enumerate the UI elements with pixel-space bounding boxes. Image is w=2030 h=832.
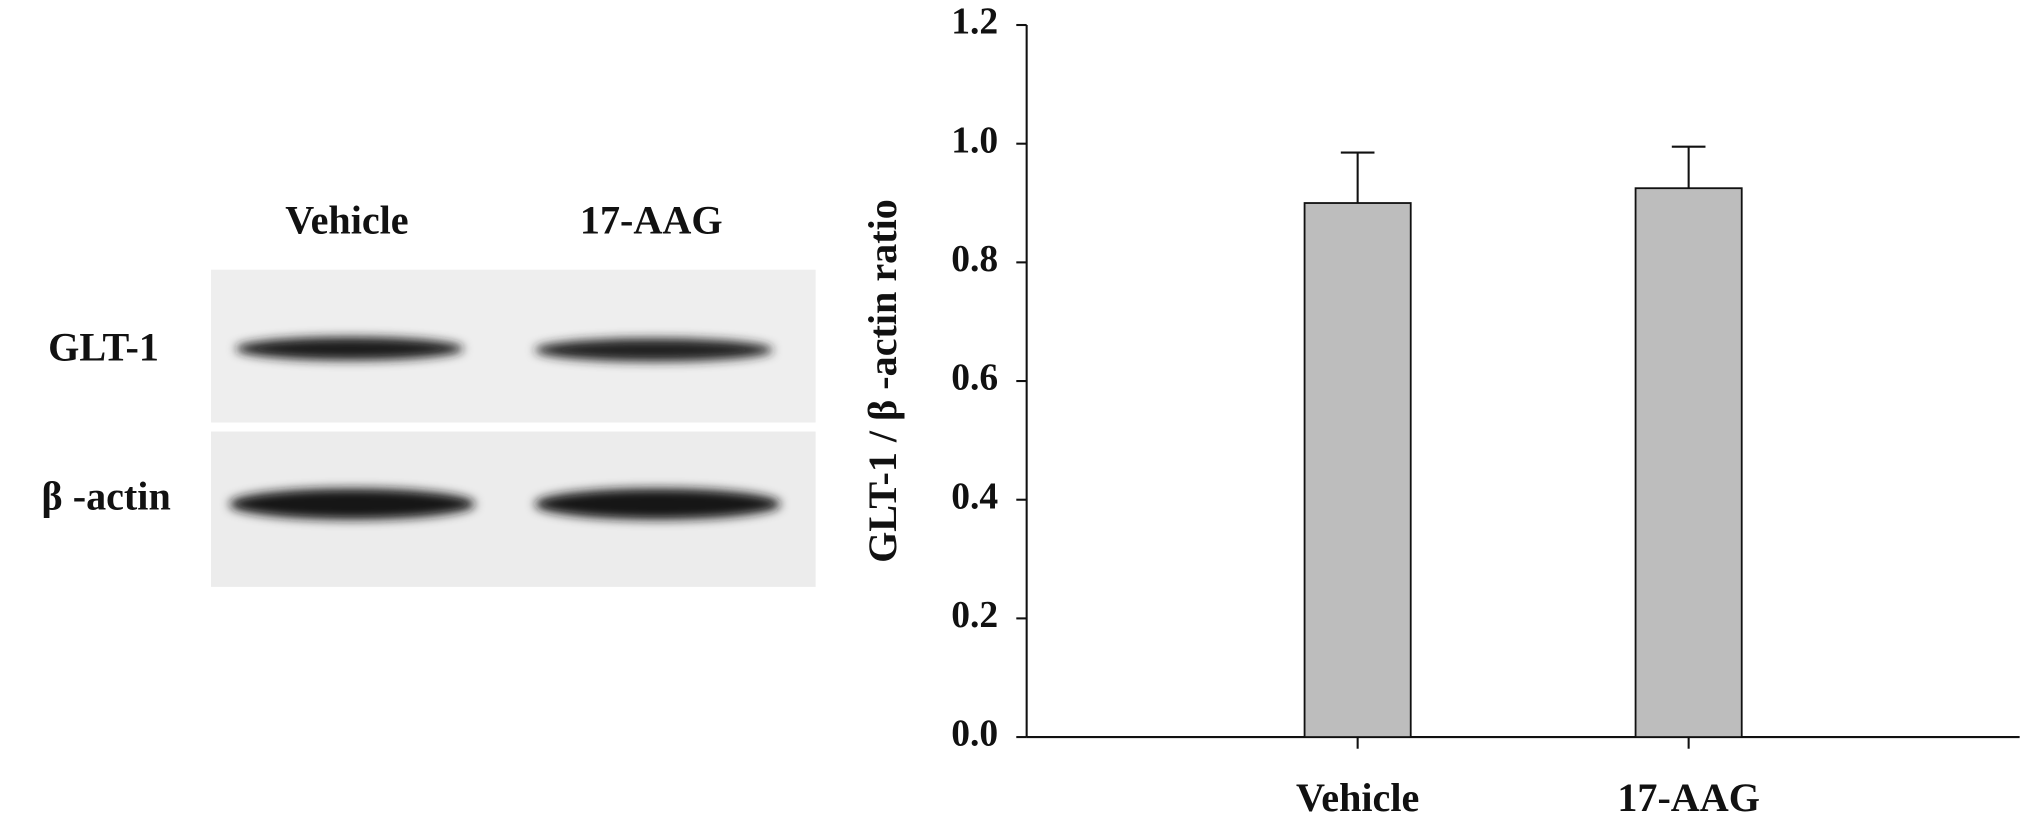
x-tick-label: Vehicle — [1296, 775, 1419, 820]
y-tick-label: 0.0 — [951, 714, 998, 755]
blot-band — [235, 337, 464, 361]
lane-label: 17-AAG — [580, 198, 723, 243]
bar — [1303, 202, 1412, 738]
bar — [1634, 187, 1743, 738]
y-tick-label: 0.2 — [951, 595, 998, 636]
y-tick-label: 1.0 — [951, 120, 998, 161]
row-label: β -actin — [42, 473, 171, 518]
y-axis-label: GLT-1 / β -actin ratio — [860, 199, 905, 563]
lane-label: Vehicle — [285, 198, 408, 243]
y-tick-label: 1.2 — [951, 2, 998, 43]
x-tick-label: 17-AAG — [1617, 775, 1760, 820]
western-blot: Vehicle 17-AAG GLT-1 β -actin — [42, 198, 816, 587]
y-tick-label: 0.6 — [951, 358, 998, 399]
blot-band — [534, 488, 781, 520]
y-tick-label: 0.8 — [951, 239, 998, 280]
y-tick-label: 0.4 — [951, 476, 998, 517]
blot-band — [534, 338, 773, 362]
blot-band — [229, 488, 476, 520]
row-label: GLT-1 — [48, 324, 159, 369]
